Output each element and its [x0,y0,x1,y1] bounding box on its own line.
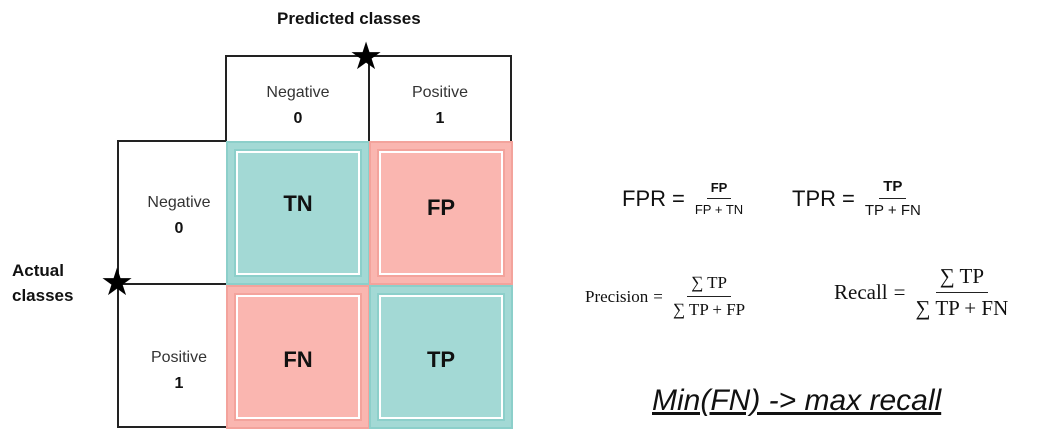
predicted-classes-title: Predicted classes [277,9,421,28]
row-header-positive: Positive 1 [120,345,238,396]
equals-sign: = [893,280,906,304]
min-fn-note: Min(FN) -> max recall [652,384,942,417]
cell-label: TP [426,347,456,372]
precision-label: Precision [585,286,649,306]
column-header-negative: Negative 0 [228,80,368,131]
actual-classes-line2: classes [12,286,74,305]
column-header-value: 0 [293,109,303,127]
recall-numerator: ∑ TP [935,264,989,293]
column-header-positive: Positive 1 [370,80,510,131]
cell-label: FN [283,347,313,372]
cell-label: FP [426,195,456,220]
cell-true-negative: TN [226,141,370,285]
row-header-name: Positive [150,349,208,366]
equals-sign: = [653,286,663,306]
row-header-top-line [117,140,227,142]
star-icon: ★ [349,36,384,78]
equals-sign: = [842,185,855,211]
row-header-mid-line [117,283,227,285]
column-header-name: Negative [266,84,330,101]
header-right-line [510,55,512,141]
cell-true-positive: TP [369,285,513,429]
column-header-name: Positive [411,84,469,101]
tpr-formula: TPR = TP TP + FN [792,178,931,219]
actual-classes-title: Actual classes [12,258,73,308]
recall-formula: Recall = ∑ TP ∑ TP + FN [834,264,1018,321]
header-mid-line [368,55,370,141]
row-header-negative: Negative 0 [120,190,238,241]
tpr-numerator: TP [879,178,907,199]
precision-formula: Precision = ∑ TP ∑ TP + FP [585,273,755,320]
precision-denominator: ∑ TP + FP [672,300,746,319]
cell-label: TN [283,191,313,216]
equals-sign: = [672,185,685,211]
star-icon: ★ [100,262,135,304]
tpr-denominator: TP + FN [864,202,921,219]
row-header-left-line [117,140,119,428]
row-header-value: 0 [174,219,184,237]
cell-false-negative: FN [226,285,370,429]
row-header-value: 1 [174,374,184,392]
fpr-denominator: FP + TN [694,202,744,217]
row-header-name: Negative [147,194,211,211]
recall-denominator: ∑ TP + FN [915,296,1009,320]
fpr-label: FPR [622,185,666,211]
tpr-label: TPR [792,185,836,211]
column-header-value: 1 [435,109,445,127]
actual-classes-line1: Actual [12,261,64,280]
header-left-line [225,55,227,141]
recall-label: Recall [834,280,888,304]
row-header-bottom-line [117,426,227,428]
fpr-formula: FPR = FP FP + TN [622,180,753,217]
cell-false-positive: FP [369,141,513,285]
fpr-numerator: FP [706,180,732,199]
precision-numerator: ∑ TP [687,273,731,297]
